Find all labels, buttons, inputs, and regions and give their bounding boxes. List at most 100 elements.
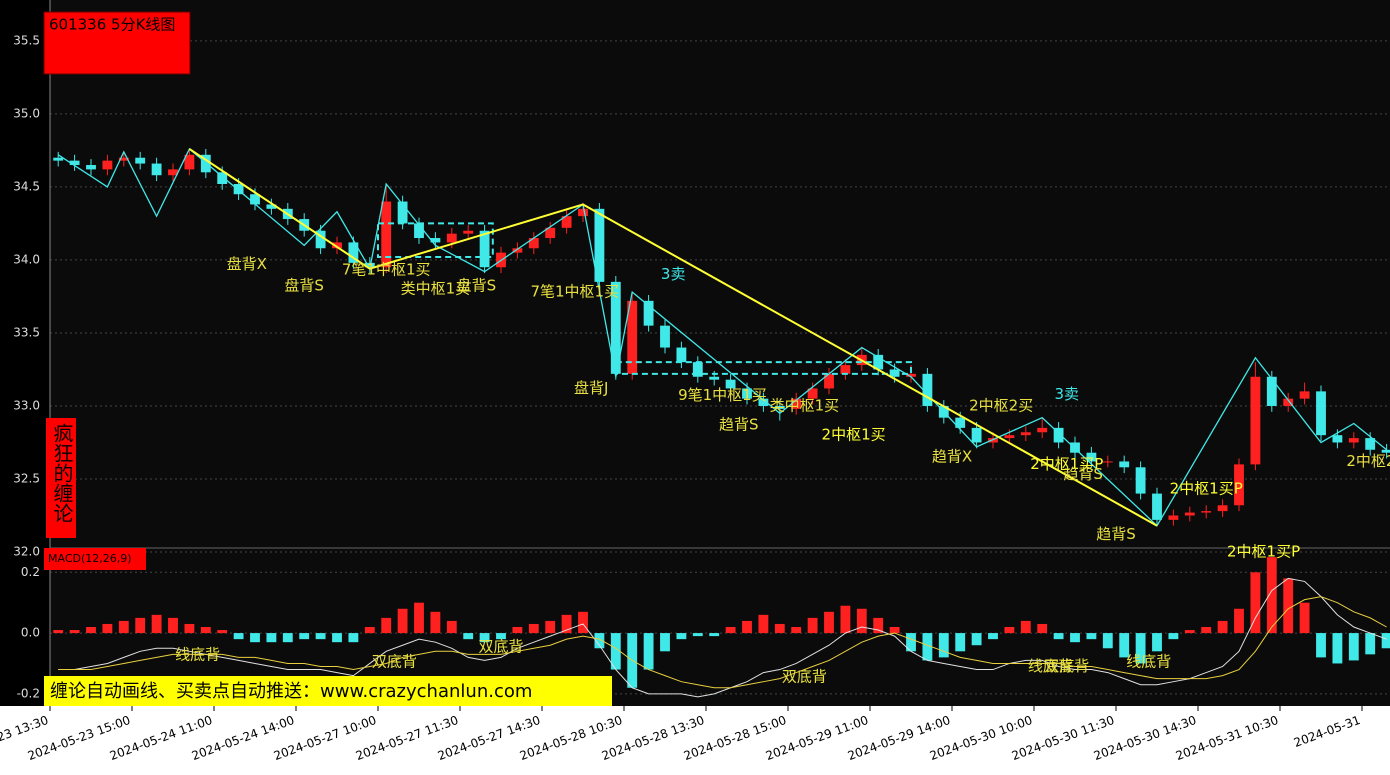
annotation: 2中枢1买P [1170, 480, 1243, 498]
candle-body [118, 157, 129, 161]
macd-bar [1201, 627, 1212, 634]
macd-bar [906, 633, 916, 652]
candle-body [578, 208, 588, 217]
candle-body [135, 157, 146, 164]
annotation: 2中枢2买 [969, 396, 1033, 414]
candle-body [1250, 376, 1261, 465]
candle-body [1184, 512, 1195, 516]
macd-bar [725, 627, 736, 634]
y-tick-label: 35.5 [13, 33, 40, 47]
annotation: 3卖 [1055, 385, 1080, 403]
macd-bar [938, 633, 949, 658]
candle-body [643, 300, 654, 326]
macd-bar [1004, 627, 1015, 634]
stroke-line [57, 147, 1388, 527]
macd-annotation: 双底背 [372, 652, 417, 670]
macd-annotation: 线底背 [175, 645, 220, 663]
candle-body [1266, 376, 1277, 406]
macd-bar [496, 633, 506, 640]
candle-body [69, 160, 80, 166]
macd-bar [414, 602, 424, 634]
candle-body [610, 281, 621, 374]
macd-bar [824, 611, 834, 634]
candle-body [381, 201, 392, 268]
macd-bar [1250, 572, 1261, 634]
pivot-box [377, 222, 494, 259]
macd-bar [692, 633, 703, 637]
candle-body [1070, 442, 1080, 453]
macd-bar [69, 630, 80, 634]
macd-bar [643, 633, 654, 670]
macd-bar [118, 620, 129, 634]
macd-bar [1348, 633, 1359, 661]
candle-body [988, 438, 998, 443]
macd-bar [1020, 620, 1031, 634]
candle-body [660, 325, 670, 348]
candle-body [1332, 435, 1343, 443]
candle-body [1283, 398, 1294, 406]
macd-bar [578, 611, 588, 634]
macd-bar [1283, 578, 1294, 634]
candle-body [528, 238, 539, 249]
y-tick-label: 34.5 [13, 179, 40, 193]
macd-bar [1070, 633, 1080, 643]
annotation: 趋背X [932, 448, 972, 466]
y-tick-label: 0.0 [21, 626, 40, 640]
macd-bar [955, 633, 966, 652]
candle-body [742, 388, 752, 399]
candle-body [1365, 438, 1376, 450]
annotation: 2中枢1买 [822, 426, 886, 444]
macd-bar [873, 617, 884, 634]
macd-bar [381, 617, 392, 634]
candle-body [791, 398, 802, 409]
macd-bar [282, 633, 293, 643]
macd-bar [1234, 608, 1244, 634]
macd-annotation: 双底背 [478, 638, 523, 656]
annotation: 盘背S [284, 277, 324, 295]
macd-bar [250, 633, 260, 643]
macd-bar [233, 633, 244, 640]
annotation: 盘背S [457, 277, 497, 295]
candle-body [1201, 511, 1212, 513]
annotation: 9笔1中枢1买 [678, 386, 767, 404]
macd-bar [610, 633, 621, 670]
macd-bar [856, 608, 867, 634]
macd-bar [545, 620, 556, 634]
candle-body [315, 230, 326, 249]
candle-body [102, 160, 113, 170]
side-label: 疯狂的缠论 [50, 423, 74, 523]
macd-label-box [44, 548, 146, 570]
candle-body [233, 184, 244, 195]
side-box [46, 418, 76, 538]
candle-body [1234, 464, 1244, 506]
macd-bar [102, 623, 113, 634]
macd-bar [840, 605, 851, 634]
macd-bar [660, 633, 670, 652]
annotation: 趋背S [1063, 465, 1103, 483]
macd-bar [184, 623, 195, 634]
candle-body [1168, 515, 1179, 520]
macd-bar [168, 617, 178, 634]
candle-body [86, 165, 96, 170]
macd-bar [1217, 620, 1228, 634]
macd-label: MACD(12,26,9) [48, 552, 132, 565]
macd-bar [1299, 602, 1310, 634]
candle-body [725, 379, 736, 389]
macd-bar [528, 623, 539, 634]
macd-bar [1266, 557, 1277, 634]
macd-bar [1152, 633, 1162, 652]
candle-body [709, 376, 720, 380]
y-tick-label: 33.0 [13, 398, 40, 412]
macd-annotation: 双底背 [782, 667, 827, 685]
banner: 缠论自动画线、买卖点自动推送：www.crazychanlun.com [50, 681, 532, 702]
candle-body [955, 417, 966, 428]
macd-bar [151, 614, 162, 634]
y-tick-label: 35.0 [13, 106, 40, 120]
candle-body [151, 163, 162, 176]
macd-bar [479, 633, 490, 643]
macd-bar [1037, 623, 1048, 634]
macd-bar [1316, 633, 1326, 658]
candle-body [774, 405, 785, 409]
y-tick-label: 32.5 [13, 471, 40, 485]
candle-body [1152, 493, 1162, 520]
